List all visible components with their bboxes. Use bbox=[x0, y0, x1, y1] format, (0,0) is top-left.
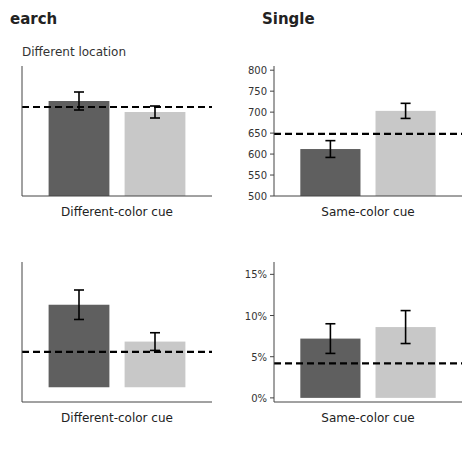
error-bar bbox=[401, 311, 411, 344]
x-axis bbox=[274, 196, 462, 197]
y-tick bbox=[270, 315, 274, 316]
y-tick-label: 650 bbox=[248, 128, 267, 139]
panel-title: earch bbox=[10, 10, 57, 28]
y-tick bbox=[270, 196, 274, 197]
x-axis-label: Different-color cue bbox=[61, 411, 173, 425]
x-axis bbox=[274, 402, 462, 403]
y-axis bbox=[274, 262, 275, 402]
bar bbox=[376, 111, 436, 196]
error-bar bbox=[150, 333, 160, 351]
y-tick bbox=[270, 397, 274, 398]
reference-line bbox=[22, 106, 212, 108]
y-tick-label: 800 bbox=[248, 65, 267, 76]
plot-area bbox=[274, 103, 462, 196]
bar bbox=[49, 101, 110, 196]
y-tick-label: 5% bbox=[251, 352, 267, 363]
panel: earch Different location Different-color c… bbox=[10, 10, 212, 436]
panel-title: Single bbox=[262, 10, 315, 28]
x-axis bbox=[22, 196, 212, 197]
error-bar bbox=[325, 324, 335, 354]
y-tick-label: 600 bbox=[248, 149, 267, 160]
plot-area bbox=[22, 290, 212, 387]
x-axis-label: Same-color cue bbox=[321, 205, 414, 219]
y-tick bbox=[270, 133, 274, 134]
y-tick bbox=[270, 112, 274, 113]
background bbox=[0, 0, 474, 474]
y-tick bbox=[270, 356, 274, 357]
y-tick-label: 10% bbox=[245, 311, 267, 322]
y-tick-label: 750 bbox=[248, 86, 267, 97]
y-tick-label: 700 bbox=[248, 107, 267, 118]
reference-line bbox=[274, 362, 462, 364]
x-axis bbox=[22, 402, 212, 403]
x-axis-label: Different-color cue bbox=[61, 205, 173, 219]
y-tick-label: 0% bbox=[251, 393, 267, 404]
y-tick bbox=[270, 154, 274, 155]
panel-subtitle: Different location bbox=[22, 45, 126, 59]
reference-line bbox=[22, 351, 212, 353]
y-tick bbox=[270, 274, 274, 275]
y-axis bbox=[22, 262, 23, 402]
plot-area bbox=[274, 311, 462, 398]
y-tick-label: 15% bbox=[245, 269, 267, 280]
error-bar bbox=[74, 290, 84, 319]
y-axis bbox=[274, 66, 275, 196]
y-axis bbox=[22, 66, 23, 196]
panel: Single 500 550 600 650 700 750 800 Same-color cu… bbox=[248, 10, 462, 406]
chart-root: earch Different location Different-color c… bbox=[0, 0, 474, 474]
y-tick bbox=[270, 91, 274, 92]
y-tick-label: 550 bbox=[248, 170, 267, 181]
plot-area bbox=[22, 92, 212, 196]
error-bar bbox=[401, 103, 411, 118]
bar bbox=[125, 112, 186, 196]
y-tick bbox=[270, 70, 274, 71]
x-axis-label: Same-color cue bbox=[321, 411, 414, 425]
reference-line bbox=[274, 133, 462, 135]
y-tick bbox=[270, 175, 274, 176]
panel: 0% 5% 10% 15% Same-color cue bbox=[245, 262, 462, 425]
error-bar bbox=[325, 141, 335, 158]
y-tick-label: 500 bbox=[248, 191, 267, 202]
panel: Different-color cue bbox=[22, 262, 212, 425]
